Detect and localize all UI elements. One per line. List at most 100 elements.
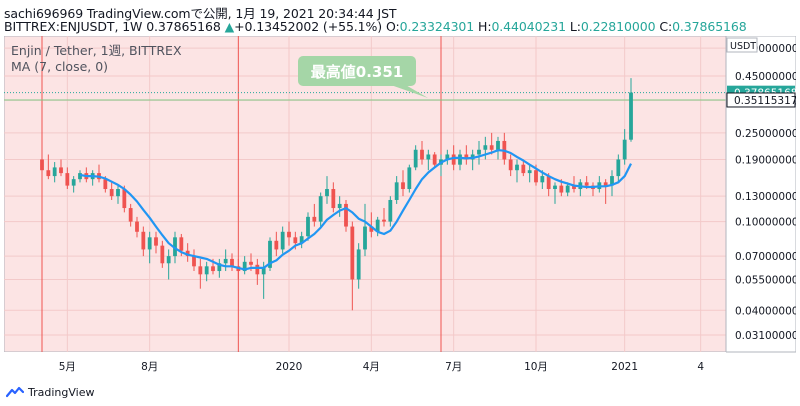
- candle-body[interactable]: [287, 231, 291, 238]
- candle-body[interactable]: [603, 182, 608, 186]
- time-axis[interactable]: [4, 352, 726, 378]
- callout-pointer: [388, 84, 428, 98]
- candle-body[interactable]: [318, 196, 323, 222]
- x-tick-label: 7月: [445, 361, 462, 373]
- candle-body[interactable]: [363, 226, 367, 250]
- chart-svg[interactable]: 最高値0.351 Enjin / Tether, 1週, BITTREX MA …: [3, 35, 798, 378]
- candle-body[interactable]: [508, 159, 513, 171]
- candle-body[interactable]: [413, 149, 418, 168]
- candle-body[interactable]: [350, 226, 355, 280]
- candle-body[interactable]: [249, 261, 253, 265]
- candle-body[interactable]: [426, 154, 431, 160]
- candle-body[interactable]: [179, 237, 184, 251]
- candle-body[interactable]: [451, 154, 456, 165]
- candle-body[interactable]: [553, 185, 557, 190]
- candle-body[interactable]: [71, 179, 76, 186]
- candle-body[interactable]: [420, 149, 424, 160]
- candle-body[interactable]: [356, 249, 361, 280]
- y-tick-label: 0.10000000: [735, 217, 796, 229]
- currency-badge[interactable]: [726, 37, 758, 53]
- candle-body[interactable]: [344, 203, 348, 227]
- candle-body[interactable]: [432, 154, 437, 165]
- candle-body[interactable]: [527, 170, 532, 174]
- candle-body[interactable]: [59, 167, 63, 174]
- candle-body[interactable]: [78, 173, 82, 180]
- candle-body[interactable]: [274, 240, 279, 250]
- candle-body[interactable]: [255, 264, 260, 275]
- callout-text: 最高値0.351: [311, 63, 403, 81]
- candle-body[interactable]: [211, 266, 215, 272]
- candle-body[interactable]: [173, 237, 177, 257]
- y-tick-label: 0.45000000: [735, 71, 796, 83]
- candle-body[interactable]: [299, 236, 304, 244]
- y-tick-label: 0.03100000: [735, 330, 796, 342]
- price-change: +0.13452002 (+55.1%): [234, 19, 383, 34]
- candle-body[interactable]: [65, 173, 70, 186]
- candle-body[interactable]: [160, 245, 165, 264]
- candle-body[interactable]: [331, 189, 336, 209]
- candle-body[interactable]: [312, 216, 317, 222]
- x-tick-label: 4月: [363, 361, 380, 373]
- candle-body[interactable]: [141, 231, 146, 250]
- candle-body[interactable]: [166, 256, 171, 264]
- candle-body[interactable]: [154, 237, 158, 246]
- candle-body[interactable]: [223, 258, 228, 264]
- candle-body[interactable]: [534, 170, 538, 183]
- candle-body[interactable]: [261, 267, 266, 275]
- candle-body[interactable]: [103, 179, 108, 190]
- candle-body[interactable]: [629, 92, 633, 140]
- candle-body[interactable]: [109, 189, 114, 197]
- candle-body[interactable]: [616, 159, 621, 177]
- candle-body[interactable]: [559, 185, 564, 193]
- candle-body[interactable]: [52, 167, 57, 177]
- candle-body[interactable]: [540, 176, 545, 183]
- candle-body[interactable]: [375, 219, 380, 232]
- candle-body[interactable]: [128, 208, 133, 222]
- candle-body[interactable]: [230, 258, 234, 267]
- candle-body[interactable]: [584, 182, 589, 186]
- ohlc-line: BITTREX:ENJUSDT, 1W 0.37865168 ▲+0.13452…: [4, 19, 747, 34]
- candle-body[interactable]: [369, 226, 374, 232]
- candle-body[interactable]: [565, 185, 570, 193]
- candle-body[interactable]: [280, 231, 285, 250]
- candle-body[interactable]: [496, 140, 500, 150]
- candle-body[interactable]: [546, 176, 551, 190]
- candle-body[interactable]: [147, 237, 152, 250]
- candle-body[interactable]: [185, 250, 190, 257]
- candle-body[interactable]: [293, 237, 298, 244]
- candle-body[interactable]: [401, 182, 405, 190]
- candle-body[interactable]: [622, 139, 627, 160]
- candle-body[interactable]: [394, 182, 399, 200]
- candle-body[interactable]: [46, 170, 51, 177]
- candle-body[interactable]: [483, 145, 488, 150]
- candle-body[interactable]: [116, 189, 120, 197]
- callout-box[interactable]: [298, 56, 416, 86]
- candle-body[interactable]: [407, 167, 412, 190]
- candle-body[interactable]: [40, 159, 44, 171]
- candle-body[interactable]: [135, 221, 139, 232]
- candle-body[interactable]: [515, 164, 519, 171]
- candle-body[interactable]: [198, 266, 203, 275]
- candle-body[interactable]: [464, 154, 469, 160]
- candle-body[interactable]: [458, 154, 462, 165]
- candle-body[interactable]: [388, 199, 393, 222]
- candle-body[interactable]: [268, 240, 272, 268]
- candle-body[interactable]: [445, 154, 450, 160]
- chart-frame[interactable]: 最高値0.351 Enjin / Tether, 1週, BITTREX MA …: [3, 35, 798, 378]
- candle-body[interactable]: [325, 189, 329, 197]
- candle-body[interactable]: [306, 216, 310, 237]
- candle-body[interactable]: [204, 266, 209, 275]
- candle-body[interactable]: [242, 261, 247, 272]
- candle-body[interactable]: [382, 219, 386, 222]
- x-tick-label: 2020: [276, 361, 303, 373]
- candle-body[interactable]: [489, 145, 494, 150]
- close-value: 0.37865168: [672, 19, 747, 34]
- candle-body[interactable]: [217, 263, 222, 272]
- candle-body[interactable]: [521, 164, 526, 174]
- candle-body[interactable]: [192, 256, 196, 267]
- candle-body[interactable]: [572, 185, 576, 190]
- candle-body[interactable]: [122, 189, 127, 209]
- candle-body[interactable]: [477, 149, 481, 155]
- candle-body[interactable]: [337, 203, 342, 209]
- candle-body[interactable]: [610, 176, 614, 186]
